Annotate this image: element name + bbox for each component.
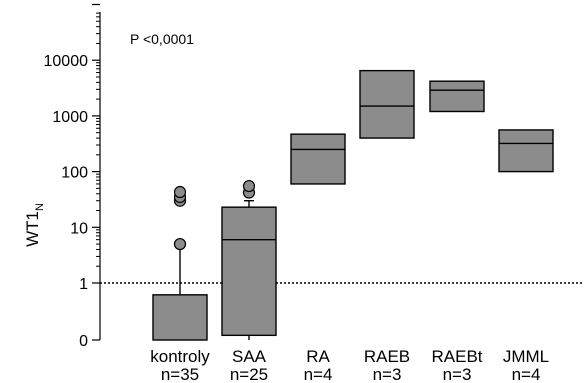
box-RAEBt xyxy=(429,80,485,113)
category-n-label: n=4 xyxy=(512,365,541,383)
category-label: RAEB xyxy=(364,347,410,366)
outlier-point xyxy=(242,179,256,193)
y-axis-label-main: WT1 xyxy=(23,211,42,247)
y-tick-label: 10 xyxy=(70,220,88,237)
outlier-point xyxy=(173,185,187,199)
box-kontroly xyxy=(152,185,208,341)
outlier-point xyxy=(173,237,187,251)
box-SAA xyxy=(221,179,277,340)
box-iqr xyxy=(152,294,208,341)
category-n-label: n=3 xyxy=(373,365,402,383)
box-RAEB xyxy=(359,69,415,139)
category-n-label: n=3 xyxy=(443,365,472,383)
category-label: RAEBt xyxy=(431,347,482,366)
category-label: kontroly xyxy=(150,347,210,366)
y-tick-label: 10000 xyxy=(44,53,89,70)
box-JMML xyxy=(498,129,554,173)
category-label: SAA xyxy=(232,347,267,366)
box-RA xyxy=(290,133,346,185)
box-iqr xyxy=(429,80,485,113)
y-tick-label: 100 xyxy=(61,165,88,182)
p-value-annotation: P <0,0001 xyxy=(130,31,194,47)
y-tick-label: 1000 xyxy=(52,109,88,126)
category-n-label: n=35 xyxy=(161,365,199,383)
category-label: RA xyxy=(306,347,330,366)
box-iqr xyxy=(290,133,346,185)
y-tick-label: 1 xyxy=(79,276,88,293)
category-n-label: n=4 xyxy=(304,365,333,383)
category-label: JMML xyxy=(503,347,549,366)
y-axis-label-subscript: N xyxy=(34,203,46,211)
y-tick-label: 0 xyxy=(79,333,88,350)
y-axis-label: WT1N xyxy=(23,203,46,247)
category-n-label: n=25 xyxy=(230,365,268,383)
box-iqr xyxy=(498,129,554,173)
box-iqr xyxy=(221,206,277,337)
box-iqr xyxy=(359,69,415,139)
